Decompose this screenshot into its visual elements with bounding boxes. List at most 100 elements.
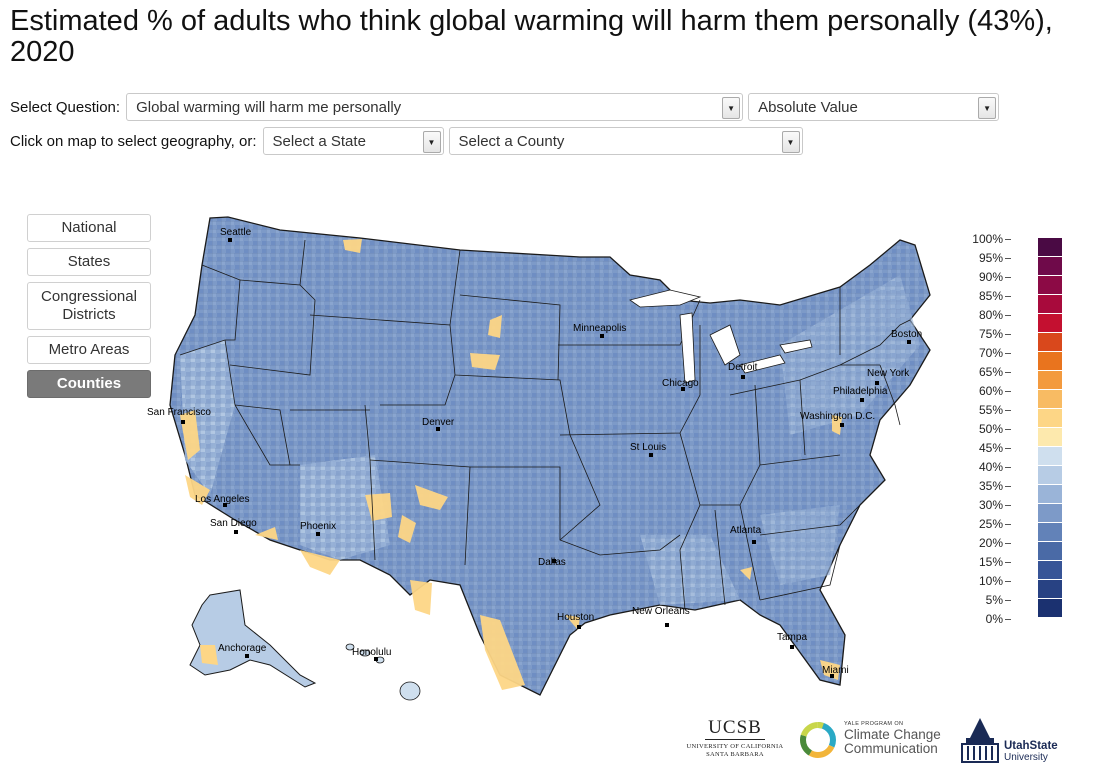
- legend-swatch: [1038, 314, 1062, 333]
- city-label-washington-dc: Washington D.C.: [800, 411, 875, 422]
- legend-swatch: [1038, 504, 1062, 523]
- city-label-denver: Denver: [422, 417, 455, 428]
- legend-swatch: [1038, 276, 1062, 295]
- legend-swatch: [1038, 523, 1062, 542]
- city-label-atlanta: Atlanta: [730, 525, 762, 536]
- legend-tick: [1005, 372, 1011, 373]
- county-placeholder: Select a County: [458, 132, 565, 150]
- legend-label: 65%: [978, 365, 1003, 379]
- states-button[interactable]: States: [27, 248, 151, 276]
- legend-tick: [1005, 277, 1011, 278]
- city-label-philadelphia: Philadelphia: [833, 386, 888, 397]
- city-label-boston: Boston: [891, 329, 922, 340]
- county-select[interactable]: Select a County ▼: [448, 127, 803, 155]
- city-label-phoenix: Phoenix: [300, 521, 336, 532]
- legend-swatch: [1038, 485, 1062, 504]
- legend-swatch: [1038, 390, 1062, 409]
- legend-tick: [1005, 410, 1011, 411]
- legend-swatch: [1038, 466, 1062, 485]
- legend-tick: [1005, 486, 1011, 487]
- chevron-down-icon[interactable]: ▼: [722, 97, 741, 119]
- geo-prompt-label: Click on map to select geography, or:: [10, 132, 257, 150]
- legend-label: 80%: [978, 308, 1003, 322]
- legend-label: 20%: [978, 536, 1003, 550]
- legend-label: 45%: [978, 441, 1003, 455]
- legend-tick: [1005, 353, 1011, 354]
- ucsb-logo: UCSB UNIVERSITY OF CALIFORNIA SANTA BARB…: [686, 717, 784, 758]
- congressional-districts-button[interactable]: Congressional Districts: [27, 282, 151, 330]
- usu-building-icon: [961, 718, 999, 763]
- question-row: Select Question: Global warming will har…: [10, 93, 1004, 121]
- legend-label: 60%: [978, 384, 1003, 398]
- city-label-houston: Houston: [557, 612, 594, 623]
- legend-label: 15%: [978, 555, 1003, 569]
- legend-label: 55%: [978, 403, 1003, 417]
- legend-tick: [1005, 505, 1011, 506]
- chevron-down-icon[interactable]: ▼: [781, 131, 800, 153]
- yale-ring-icon: [800, 722, 836, 758]
- legend-label: 10%: [978, 574, 1003, 588]
- legend-tick: [1005, 429, 1011, 430]
- city-label-new-orleans: New Orleans: [632, 606, 690, 617]
- city-label-new-york: New York: [867, 368, 910, 379]
- legend-label: 85%: [978, 289, 1003, 303]
- city-label-detroit: Detroit: [728, 362, 758, 373]
- alaska-shape[interactable]: [189, 589, 317, 688]
- counties-button[interactable]: Counties: [27, 370, 151, 398]
- national-button[interactable]: National: [27, 214, 151, 242]
- city-label-los-angeles: Los Angeles: [195, 494, 250, 505]
- legend-tick: [1005, 258, 1011, 259]
- measure-select[interactable]: Absolute Value ▼: [748, 93, 1000, 121]
- legend-tick: [1005, 296, 1011, 297]
- geography-buttons: National States Congressional Districts …: [27, 214, 151, 404]
- legend-label: 90%: [978, 270, 1003, 284]
- legend-tick: [1005, 581, 1011, 582]
- legend-swatch: [1038, 257, 1062, 276]
- city-label-st-louis: St Louis: [630, 442, 666, 453]
- us-county-map[interactable]: Seattle San Francisco Los Angeles San Di…: [140, 205, 940, 705]
- legend-swatch: [1038, 580, 1062, 599]
- question-select[interactable]: Global warming will harm me personally ▼: [126, 93, 744, 121]
- legend-label: 95%: [978, 251, 1003, 265]
- yale-climate-logo: YALE PROGRAM ON Climate Change Communica…: [798, 714, 958, 769]
- legend-swatch: [1038, 561, 1062, 580]
- city-label-chicago: Chicago: [662, 378, 699, 389]
- contiguous-us-shape[interactable]: [169, 216, 931, 696]
- question-label: Select Question:: [10, 98, 121, 116]
- hawaii-shape[interactable]: [345, 643, 421, 701]
- legend-tick: [1005, 239, 1011, 240]
- legend-label: 25%: [978, 517, 1003, 531]
- legend-tick: [1005, 467, 1011, 468]
- legend-tick: [1005, 315, 1011, 316]
- metro-areas-button[interactable]: Metro Areas: [27, 336, 151, 364]
- legend-swatch: [1038, 599, 1062, 618]
- legend-label: 5%: [985, 593, 1003, 607]
- state-select[interactable]: Select a State ▼: [262, 127, 444, 155]
- legend-label: 30%: [978, 498, 1003, 512]
- city-label-anchorage: Anchorage: [218, 643, 267, 654]
- city-label-honolulu: Honolulu: [352, 647, 391, 658]
- legend-tick: [1005, 334, 1011, 335]
- utah-state-logo: UtahState University: [958, 716, 1098, 771]
- legend-swatch: [1038, 447, 1062, 466]
- legend-swatches: [1038, 238, 1062, 618]
- measure-value: Absolute Value: [758, 98, 858, 116]
- legend-swatch: [1038, 371, 1062, 390]
- legend-label: 70%: [978, 346, 1003, 360]
- legend-tick: [1005, 600, 1011, 601]
- legend-tick: [1005, 524, 1011, 525]
- logo-bar: UCSB UNIVERSITY OF CALIFORNIA SANTA BARB…: [680, 712, 1100, 774]
- color-legend: 100% 95% 90% 85% 80% 75% 70% 65% 60% 55% 50% 45% 40%…: [972, 232, 1062, 627]
- legend-swatch: [1038, 352, 1062, 371]
- legend-swatch: [1038, 333, 1062, 352]
- legend-label: 50%: [978, 422, 1003, 436]
- city-label-san-francisco: San Francisco: [147, 407, 211, 418]
- chevron-down-icon[interactable]: ▼: [422, 131, 441, 153]
- legend-tick: [1005, 391, 1011, 392]
- state-placeholder: Select a State: [272, 132, 366, 150]
- chevron-down-icon[interactable]: ▼: [978, 97, 997, 119]
- geography-row: Click on map to select geography, or: Se…: [10, 127, 808, 155]
- city-label-dallas: Dallas: [538, 557, 566, 568]
- legend-label: 40%: [978, 460, 1003, 474]
- legend-label: 75%: [978, 327, 1003, 341]
